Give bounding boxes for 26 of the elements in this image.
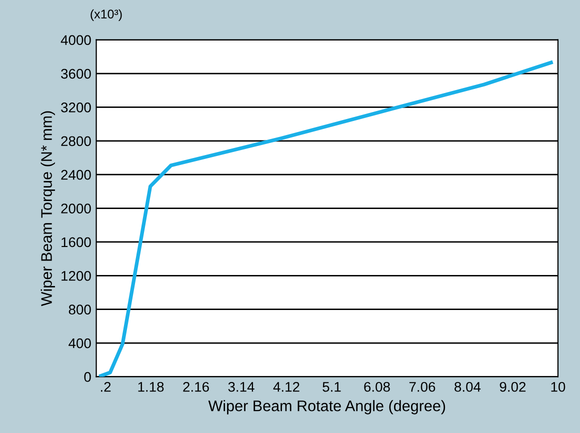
x-tick-label: 2.16 [183, 382, 209, 392]
y-tick-label: 0 [84, 372, 91, 382]
y-axis-title: Wiper Beam Torque (N* mm) [40, 111, 55, 306]
y-tick-label: 800 [68, 304, 91, 315]
text: (x10³) [90, 9, 122, 21]
x-tick-label: 1.18 [138, 382, 164, 392]
line-series [99, 60, 553, 377]
y-tick-label: 400 [68, 338, 91, 348]
y-tick-label: 1600 [62, 237, 91, 248]
y-tick-label: 1200 [62, 270, 91, 281]
x-tick-label: .2 [100, 382, 111, 392]
x-tick-label: 4.12 [273, 382, 300, 392]
x-axis-title: Wiper Beam Rotate Angle (degree) [208, 400, 446, 414]
y-tick-label: 4000 [60, 35, 91, 46]
x-tick-label: 3.14 [228, 382, 254, 392]
x-tick-label: 6.08 [364, 382, 390, 392]
x-tick-label: 10 [551, 382, 566, 392]
y-tick-label: 2400 [61, 170, 91, 180]
y-tick-label: 3200 [61, 102, 91, 112]
y-tick-label: 2000 [61, 204, 91, 214]
y-tick-label: 3600 [61, 68, 91, 79]
y-tick-label: 2800 [61, 136, 91, 146]
x-tick-label: 5.1 [322, 382, 341, 392]
x-tick-label: 9.02 [500, 382, 526, 392]
x-tick-label: 8.04 [454, 382, 481, 392]
x-tick-label: 7.06 [409, 382, 436, 392]
